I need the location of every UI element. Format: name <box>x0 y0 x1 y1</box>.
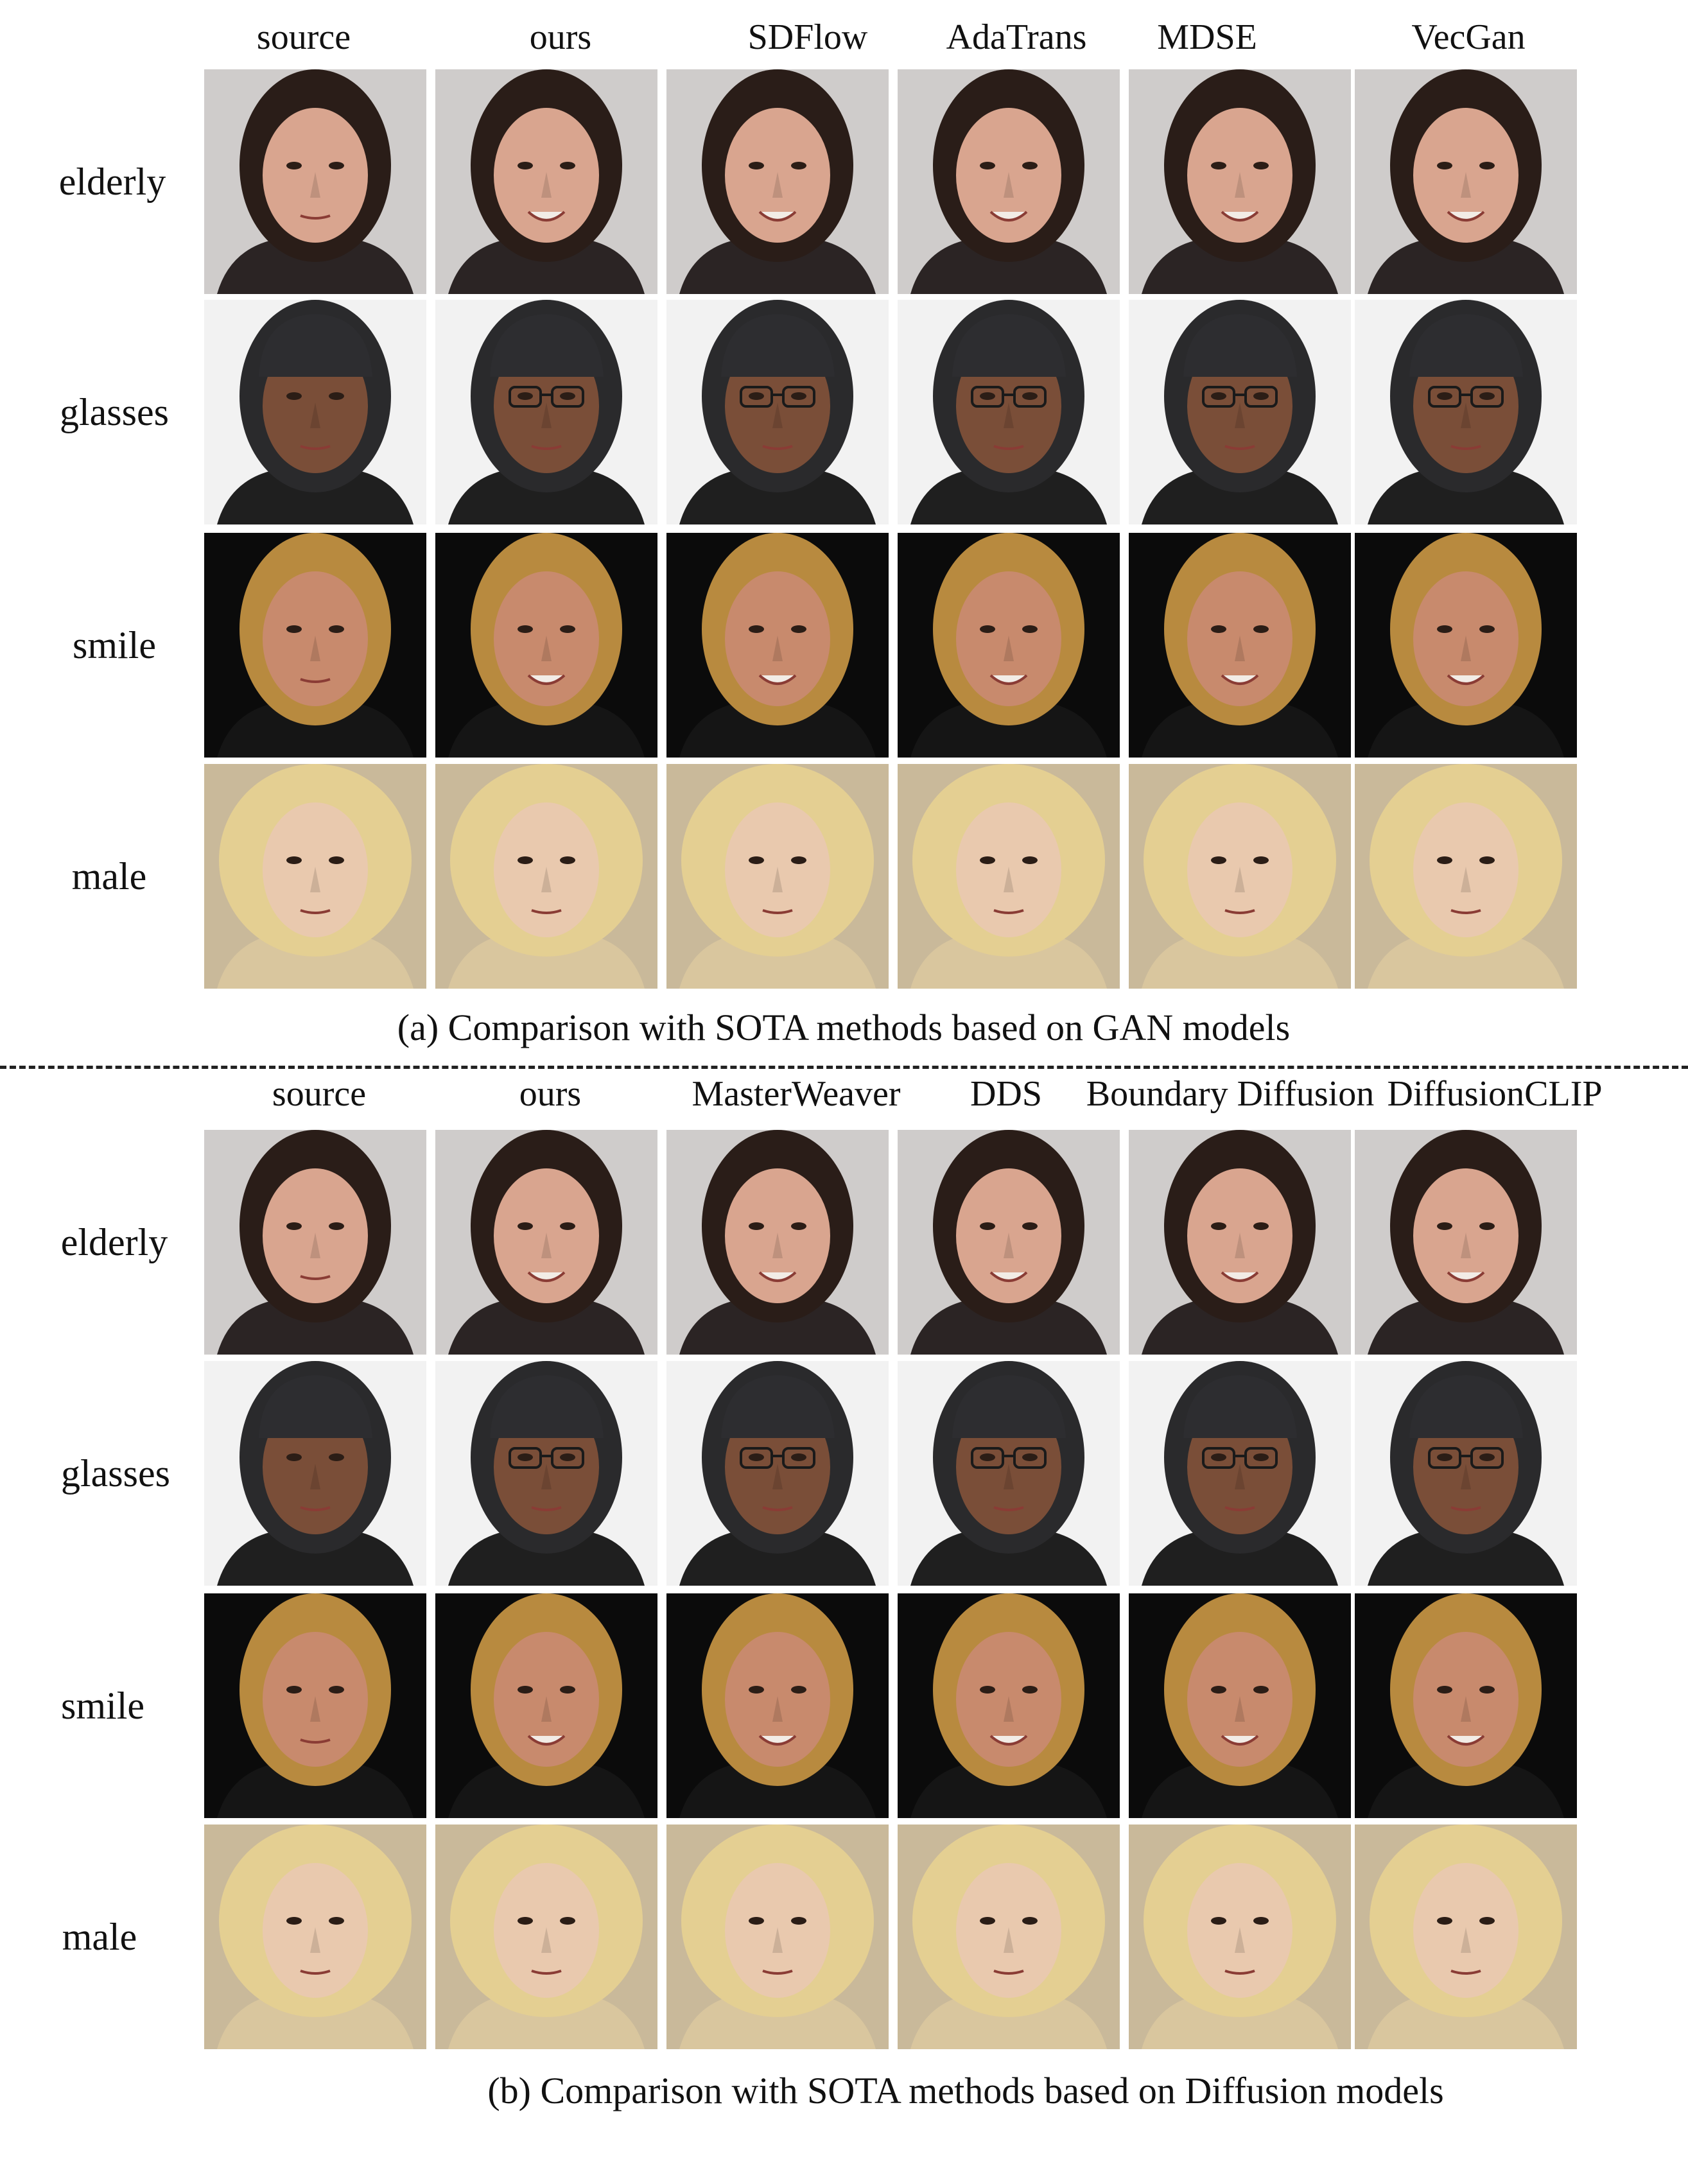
face-image <box>1355 1824 1577 2049</box>
column-header: MDSE <box>1157 17 1257 57</box>
face-image <box>898 533 1120 758</box>
face-image <box>1129 1824 1351 2049</box>
face-image <box>435 1130 657 1355</box>
face-image <box>204 1593 426 1818</box>
face-image <box>1129 764 1351 989</box>
face-image <box>666 69 889 294</box>
face-image <box>666 533 889 758</box>
face-image <box>204 1130 426 1355</box>
face-image <box>204 69 426 294</box>
face-image <box>666 1361 889 1586</box>
face-image <box>1129 69 1351 294</box>
face-image <box>435 533 657 758</box>
column-header: source <box>272 1074 367 1114</box>
face-image <box>666 1824 889 2049</box>
face-image <box>1129 1130 1351 1355</box>
face-image <box>898 1593 1120 1818</box>
column-header: DiffusionCLIP <box>1387 1074 1603 1114</box>
column-header: DDS <box>970 1074 1043 1114</box>
column-header: MasterWeaver <box>692 1074 901 1114</box>
face-image <box>666 764 889 989</box>
face-image <box>204 533 426 758</box>
face-image <box>898 764 1120 989</box>
face-image <box>204 300 426 524</box>
face-image <box>435 1824 657 2049</box>
face-image <box>435 764 657 989</box>
face-image <box>435 300 657 524</box>
face-image <box>666 300 889 524</box>
face-image <box>1129 1361 1351 1586</box>
column-header: ours <box>529 17 592 57</box>
face-image <box>898 1361 1120 1586</box>
row-label: elderly <box>58 160 166 203</box>
face-image <box>1355 69 1577 294</box>
row-label: elderly <box>60 1221 168 1263</box>
face-image <box>1355 764 1577 989</box>
face-image <box>898 1130 1120 1355</box>
face-image <box>898 69 1120 294</box>
face-image <box>1129 1593 1351 1818</box>
column-header: source <box>256 17 351 57</box>
row-label: glasses <box>61 1452 170 1495</box>
column-header: VecGan <box>1411 17 1526 57</box>
face-image <box>898 300 1120 524</box>
panel-a-caption: (a) Comparison with SOTA methods based o… <box>397 1007 1291 1048</box>
face-image <box>204 1824 426 2049</box>
column-header: ours <box>519 1074 582 1114</box>
row-label: male <box>62 1916 137 1958</box>
face-image <box>1355 1593 1577 1818</box>
face-image <box>435 1593 657 1818</box>
face-image <box>898 1824 1120 2049</box>
column-header: Boundary Diffusion <box>1086 1074 1375 1114</box>
face-image <box>1129 533 1351 758</box>
face-image <box>204 764 426 989</box>
face-image <box>435 69 657 294</box>
face-image <box>435 1361 657 1586</box>
face-image <box>666 1593 889 1818</box>
face-image <box>666 1130 889 1355</box>
face-image <box>1355 1361 1577 1586</box>
panel-b-caption: (b) Comparison with SOTA methods based o… <box>487 2070 1444 2111</box>
row-label: male <box>71 855 147 897</box>
face-image <box>1355 1130 1577 1355</box>
panel-divider <box>0 1066 1688 1069</box>
face-image <box>1355 533 1577 758</box>
column-header: SDFlow <box>747 17 868 57</box>
row-label: smile <box>73 624 156 666</box>
column-header: AdaTrans <box>946 17 1087 57</box>
row-label: smile <box>61 1685 144 1727</box>
row-label: glasses <box>60 391 169 433</box>
face-image <box>204 1361 426 1586</box>
face-image <box>1355 300 1577 524</box>
face-image <box>1129 300 1351 524</box>
